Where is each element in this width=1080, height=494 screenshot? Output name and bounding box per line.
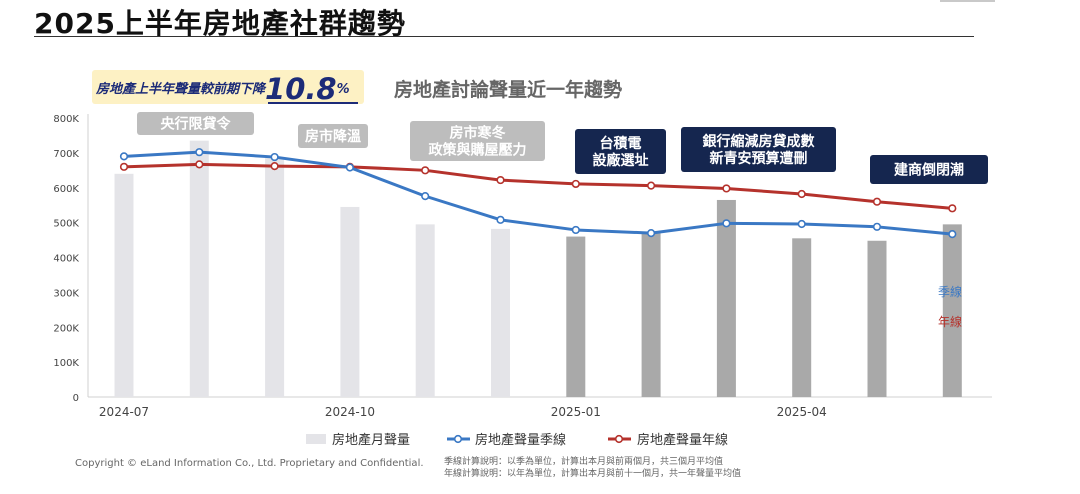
event-annotation-box	[410, 121, 545, 161]
event-annotation-text: 央行限貸令	[161, 116, 232, 133]
callout-value: 10.8	[265, 72, 337, 106]
title-divider	[34, 36, 974, 37]
bar-monthly-volume	[265, 158, 285, 397]
event-annotation-box	[575, 129, 666, 174]
legend-swatch-monthly	[306, 434, 326, 444]
x-tick-label: 2025-01	[551, 405, 601, 419]
quarter-line-line	[123, 150, 953, 236]
callout-prefix: 房地產上半年聲量較前期下降	[96, 82, 266, 97]
callout-underline	[268, 102, 358, 104]
year-line-line	[123, 162, 953, 210]
year-line-point	[646, 181, 656, 190]
y-tick-label: 700K	[53, 149, 79, 160]
year-line-point	[496, 175, 505, 185]
year-line-point	[421, 166, 430, 175]
year-line-point	[195, 160, 204, 169]
event-annotation-box	[298, 124, 368, 148]
y-tick-label: 100K	[53, 358, 79, 369]
quarter-line-point	[797, 219, 806, 229]
event-annotation-text: 房市寒冬政策與購屋壓力	[429, 125, 527, 159]
callout-suffix: %	[336, 82, 350, 97]
bar-monthly-volume	[491, 228, 510, 397]
quarter-line-point	[195, 148, 204, 157]
quarter-line-note: 季線計算說明：以季為單位，計算出本月與前兩個月，共三個月平均值	[444, 457, 724, 467]
y-tick-label: 0	[73, 393, 79, 404]
page-title: 2025上半年房地產社群趨勢	[34, 7, 406, 40]
callout-text: 房地產上半年聲量較前期下降10.8%	[96, 72, 350, 106]
event-annotation-text: 銀行縮減房貸成數新青安預算遭刪	[703, 133, 815, 167]
bar-monthly-volume	[340, 206, 360, 397]
callout-highlight	[92, 70, 364, 104]
year-line-note: 年線計算說明：以年為單位，計算出本月與前十一個月，共一年聲量平均值	[444, 469, 742, 479]
bar-monthly-volume	[867, 240, 887, 397]
bar-monthly-volume	[566, 236, 586, 397]
legend-marker-year	[614, 434, 624, 444]
quarter-line-point	[948, 230, 957, 239]
year-line-point	[571, 179, 580, 189]
event-annotation-box	[870, 155, 988, 184]
quarter-line-point	[722, 219, 731, 228]
legend-label-quarter: 房地產聲量季線	[475, 432, 566, 448]
legend-label-monthly: 房地產月聲量	[332, 432, 410, 448]
chart-title: 房地產討論聲量近一年趨勢	[394, 79, 623, 101]
x-tick-label: 2025-04	[777, 405, 827, 419]
quarter-line-point	[646, 228, 656, 238]
quarter-line-point	[270, 152, 279, 162]
y-tick-label: 400K	[53, 254, 79, 265]
year-line-point	[270, 162, 279, 171]
logo-mark	[940, 0, 995, 2]
year-line-point	[722, 184, 731, 193]
year-line-point	[948, 204, 957, 213]
event-annotation-box	[137, 112, 254, 135]
bar-monthly-volume	[114, 173, 134, 397]
quarter-line-point	[571, 225, 580, 235]
event-annotation-text: 房市降溫	[305, 128, 361, 145]
bar-monthly-volume	[792, 238, 812, 397]
legend-label-year: 房地產聲量年線	[637, 432, 728, 448]
year-line-point	[119, 162, 129, 171]
year-line-label: 年線	[938, 314, 962, 329]
year-line-point	[797, 189, 806, 199]
bar-monthly-volume	[942, 224, 962, 397]
copyright-text: Copyright © eLand Information Co., Ltd. …	[75, 458, 424, 469]
legend-marker-quarter	[453, 434, 463, 444]
event-annotation-box	[681, 127, 836, 172]
quarter-line-label: 季線	[938, 284, 962, 299]
x-tick-label: 2024-10	[325, 405, 375, 419]
event-annotation-text: 建商倒閉潮	[894, 162, 964, 179]
bar-monthly-volume	[716, 199, 736, 397]
year-line-point	[872, 197, 882, 206]
bar-monthly-volume	[641, 233, 661, 397]
quarter-line-point	[119, 152, 129, 161]
bar-monthly-volume	[415, 224, 435, 397]
bar-monthly-volume	[189, 140, 209, 397]
x-tick-label: 2024-07	[99, 405, 149, 419]
y-tick-label: 300K	[53, 288, 79, 299]
quarter-line-point	[345, 163, 355, 172]
y-tick-label: 600K	[53, 184, 79, 195]
y-tick-label: 800K	[53, 114, 79, 125]
quarter-line-point	[872, 222, 882, 231]
quarter-line-point	[496, 215, 505, 224]
y-tick-label: 200K	[53, 323, 79, 334]
event-annotation-text: 台積電設廠選址	[593, 135, 649, 169]
quarter-line-point	[421, 192, 430, 201]
y-tick-label: 500K	[53, 219, 79, 230]
